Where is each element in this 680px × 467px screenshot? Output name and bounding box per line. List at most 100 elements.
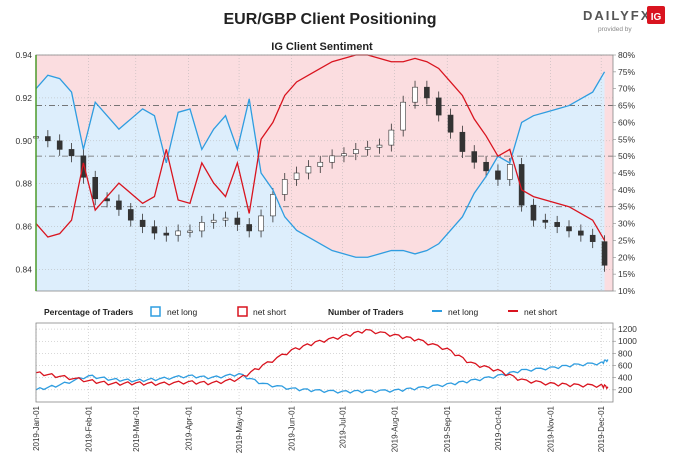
legend-net-short-label: net short <box>253 307 287 317</box>
legend-net-long-label: net long <box>167 307 198 317</box>
count-tick-label: 1000 <box>618 336 637 346</box>
candle-body <box>210 219 217 223</box>
candle-body <box>270 194 276 217</box>
percent-tick-label: 50% <box>618 151 635 161</box>
date-tick-label: 2019-Jan-01 <box>32 405 41 450</box>
bottom-plot-frame <box>35 322 614 403</box>
candle-body <box>92 176 99 200</box>
percent-tick-label: 45% <box>618 168 635 178</box>
legend-net-long-swatch <box>150 306 161 317</box>
price-tick-label: 0.94 <box>15 50 32 60</box>
candle-body <box>222 217 229 221</box>
logo-text: DAILYFX <box>583 8 651 23</box>
candle-body <box>459 131 466 152</box>
candle-body <box>495 170 501 180</box>
dailyfx-logo: DAILYFX provided by IG <box>583 6 665 33</box>
legend-num-long-label: net long <box>448 307 479 317</box>
bottom-gridlines <box>35 323 613 402</box>
candle-body <box>68 149 75 157</box>
percent-tick-label: 25% <box>618 235 635 245</box>
candle-body <box>388 129 395 146</box>
percent-tick-label: 30% <box>618 219 635 229</box>
percent-tick-label: 20% <box>618 252 635 262</box>
date-tick-label: 2019-Sep-01 <box>443 405 452 452</box>
price-tick-label: 0.84 <box>15 265 32 275</box>
net-long-pct-line <box>35 71 606 258</box>
candle-body <box>234 217 241 225</box>
count-tick-label: 200 <box>618 385 632 395</box>
candle-body <box>353 149 359 154</box>
legend-group-num-title: Number of Traders <box>328 307 404 317</box>
candle-body <box>329 155 335 163</box>
net-short-count-line <box>35 328 609 390</box>
candle-body <box>56 140 63 150</box>
candle-body <box>447 114 454 133</box>
candle-body <box>317 161 324 167</box>
candle-body <box>246 224 253 232</box>
price-tick-label: 0.88 <box>15 179 32 189</box>
candle-body <box>435 97 442 116</box>
legend-group-pct-title: Percentage of Traders <box>44 307 134 317</box>
percent-tick-label: 60% <box>618 117 635 127</box>
legend-net-short-swatch <box>237 306 248 317</box>
percent-tick-label: 80% <box>618 50 635 60</box>
candle-body <box>412 86 418 103</box>
count-tick-label: 400 <box>618 373 632 383</box>
chart-title: EUR/GBP Client Positioning <box>223 11 436 28</box>
candle-body <box>554 222 560 227</box>
candle-body <box>199 222 205 232</box>
candle-body <box>116 200 122 210</box>
candle-body <box>305 166 312 174</box>
candle-body <box>139 219 146 227</box>
date-tick-label: 2019-Dec-01 <box>597 405 606 452</box>
candle-body <box>127 209 134 221</box>
percent-tick-label: 15% <box>618 269 635 279</box>
candle-body <box>601 241 608 266</box>
candle-body <box>471 151 478 163</box>
count-axis-labels: 200 400 600 800 1000 1200 <box>613 324 637 395</box>
ig-logo-text: IG <box>651 12 662 23</box>
percent-tick-label: 70% <box>618 84 635 94</box>
count-tick-label: 600 <box>618 361 632 371</box>
candle-body <box>151 226 158 234</box>
candle-body <box>175 230 181 236</box>
date-tick-label: 2019-Nov-01 <box>546 405 555 452</box>
sentiment-background <box>36 55 613 291</box>
candle-body <box>400 101 406 131</box>
candle-body <box>506 164 513 180</box>
candle-body <box>578 230 584 236</box>
percent-tick-label: 10% <box>618 286 635 296</box>
percent-tick-label: 75% <box>618 67 635 77</box>
logo-tagline: provided by <box>598 26 632 33</box>
candle-body <box>281 179 288 195</box>
candle-body <box>187 230 193 233</box>
net-short-pct-line <box>35 54 606 241</box>
percent-axis-labels: 10% 15% 20% 25% 30% 35% 40% 45% 50% 55% 60% 65% 70% 7… <box>613 50 635 296</box>
date-tick-label: 2019-Aug-01 <box>391 405 400 452</box>
candle-body <box>163 232 170 236</box>
price-tick-label: 0.92 <box>15 93 32 103</box>
net-long-count-line <box>35 359 609 394</box>
price-tick-label: 0.86 <box>15 222 32 232</box>
candle-body <box>258 215 264 232</box>
percent-tick-label: 55% <box>618 134 635 144</box>
candle-body <box>341 153 347 157</box>
date-tick-label: 2019-Jun-01 <box>288 405 297 450</box>
candle-body <box>45 136 51 142</box>
candle-body <box>542 219 549 223</box>
candle-body <box>589 234 596 242</box>
legend-num-short-label: net short <box>524 307 558 317</box>
candle-body <box>566 226 572 232</box>
sentiment-subtitle: IG Client Sentiment <box>271 41 373 53</box>
count-tick-label: 800 <box>618 348 632 358</box>
date-tick-label: 2019-Oct-01 <box>494 405 503 450</box>
count-tick-label: 1200 <box>618 324 637 334</box>
percent-tick-label: 65% <box>618 101 635 111</box>
candle-body <box>483 161 489 172</box>
candle-body <box>364 146 371 150</box>
percent-tick-label: 40% <box>618 185 635 195</box>
candle-body <box>424 86 430 99</box>
date-tick-label: 2019-May-01 <box>235 405 244 453</box>
